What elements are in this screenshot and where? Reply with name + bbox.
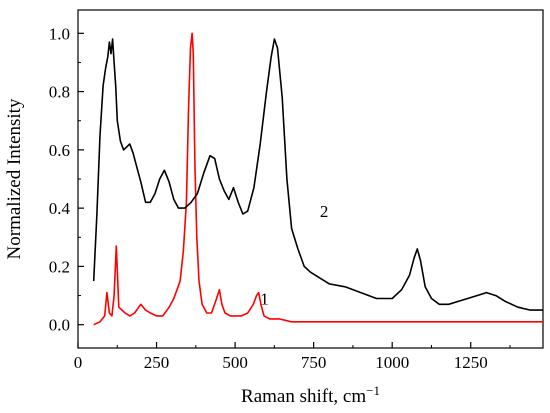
series-1-line — [93, 32, 543, 326]
y-axis-ticks: 0.0 0.2 0.4 0.6 0.8 1.0 — [49, 24, 84, 335]
x-tick-label: 0 — [74, 353, 83, 372]
y-axis-title: Normalized Intensity — [4, 98, 25, 259]
y-tick-label: 0.2 — [49, 257, 70, 276]
x-axis-ticks: 0 250 500 750 1000 1250 — [74, 342, 511, 372]
series-2-line — [92, 38, 543, 311]
y-tick-label: 0.6 — [49, 141, 70, 160]
x-axis-title: Raman shift, cm−1 — [241, 383, 380, 407]
x-axis-title-superscript: −1 — [366, 383, 380, 398]
x-tick-label: 750 — [301, 353, 327, 372]
y-tick-label: 0.8 — [49, 83, 70, 102]
x-tick-label: 250 — [144, 353, 170, 372]
x-tick-label: 1250 — [454, 353, 488, 372]
x-axis-title-text: Raman shift, cm — [241, 386, 366, 407]
y-tick-label: 0.4 — [49, 199, 71, 218]
x-tick-label: 500 — [222, 353, 248, 372]
series-1-label: 1 — [260, 289, 269, 308]
x-tick-label: 1000 — [375, 353, 409, 372]
y-tick-label: 0.0 — [49, 316, 70, 335]
y-tick-label: 1.0 — [49, 24, 70, 43]
series-layer: 12 — [92, 32, 543, 326]
series-2-label: 2 — [320, 202, 329, 221]
